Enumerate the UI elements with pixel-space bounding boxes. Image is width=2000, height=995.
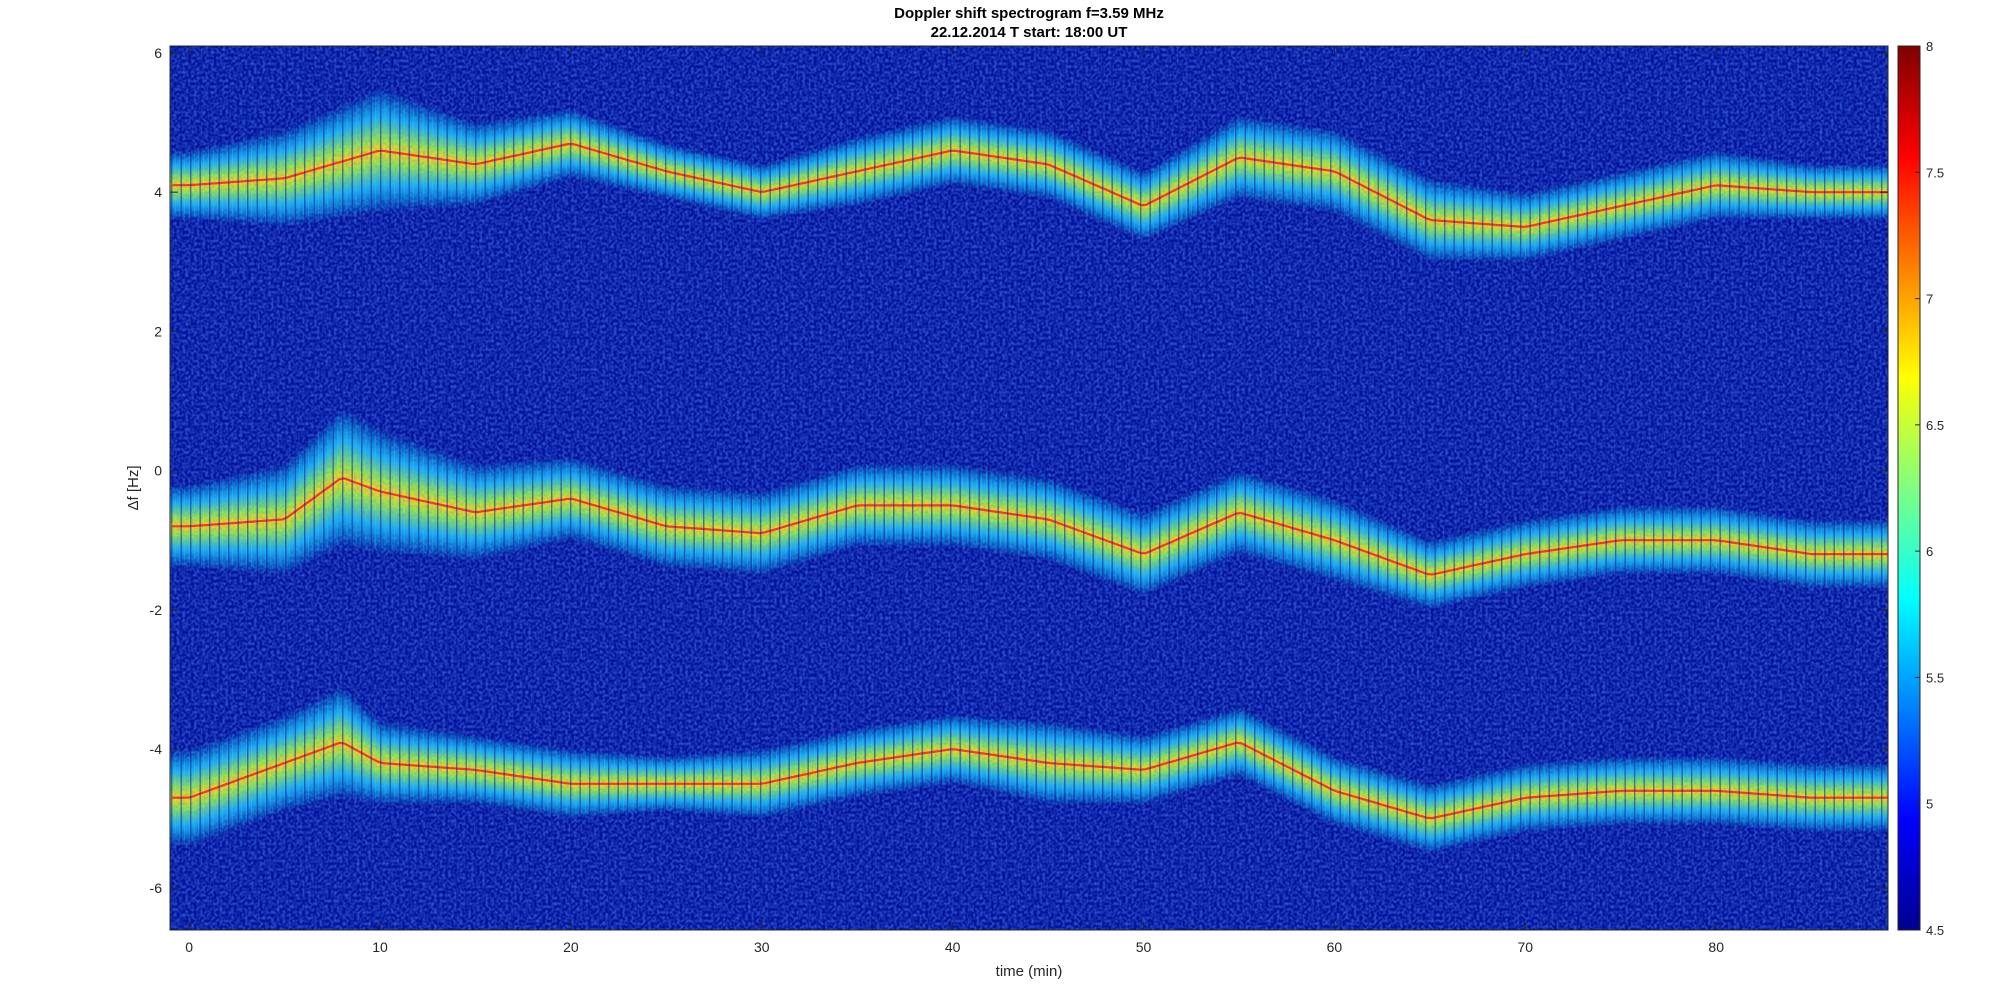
colorbar-gradient [1897,45,1921,931]
colorbar-tick-label: 8 [1926,39,1933,54]
colorbar-tick-label: 6 [1926,544,1933,559]
colorbar-tick-label: 5.5 [1926,670,1944,685]
y-tick-label: 4 [154,184,162,200]
colorbar-tick-label: 7 [1926,292,1933,307]
y-axis: -6 -4 -2 0 2 4 6 [150,45,1888,896]
colorbar: 4.5 5 5.5 6 6.5 7 7.5 8 [1897,39,1944,938]
spectrogram-stripes [170,46,1888,930]
chart-title: Doppler shift spectrogram f=3.59 MHz [894,5,1164,22]
chart-subtitle: 22.12.2014 T start: 18:00 UT [931,24,1128,41]
trace-2-slice [1888,519,1893,589]
y-tick-label: -6 [150,880,163,896]
y-tick-label: 6 [154,45,162,61]
x-tick-label: 0 [185,939,193,955]
x-tick-label: 30 [754,939,770,955]
trace-3-slice [1888,763,1893,833]
y-tick-label: -4 [150,741,163,757]
colorbar-tick-label: 7.5 [1926,165,1944,180]
trace-1-slice [1888,164,1893,220]
colorbar-tick-label: 4.5 [1926,923,1944,938]
x-tick-label: 60 [1327,939,1343,955]
plot-area [170,46,1893,930]
y-tick-label: -2 [150,602,163,618]
x-tick-label: 80 [1708,939,1724,955]
colorbar-tick-label: 6.5 [1926,418,1944,433]
y-tick-label: 2 [154,323,162,339]
x-tick-label: 10 [372,939,388,955]
x-tick-label: 70 [1518,939,1534,955]
x-tick-label: 40 [945,939,961,955]
x-tick-label: 50 [1136,939,1152,955]
x-axis: 0 10 20 30 40 50 60 70 80 [185,46,1724,955]
plot-frame [169,45,1889,931]
x-axis-label: time (min) [996,963,1063,980]
colorbar-tick-label: 5 [1926,797,1933,812]
y-axis-label: Δf [Hz] [125,465,142,510]
x-tick-label: 20 [563,939,579,955]
y-tick-label: 0 [154,463,162,479]
